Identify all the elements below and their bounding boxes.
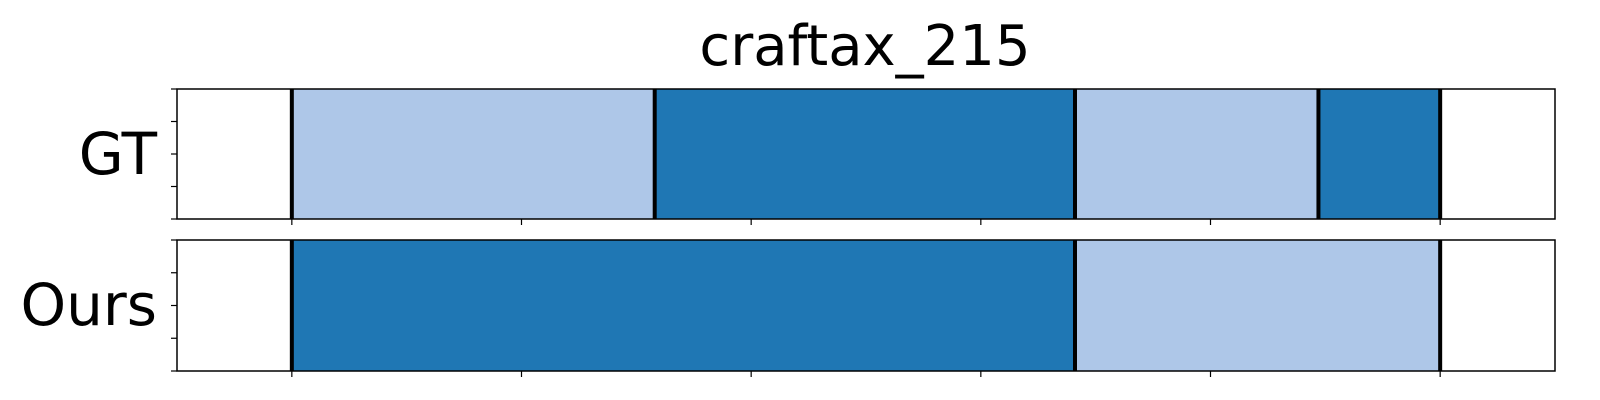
row-label-gt: GT xyxy=(79,120,158,188)
segment-light xyxy=(1074,89,1319,219)
row-gt: GT xyxy=(79,88,1556,225)
segment-light xyxy=(1074,240,1441,371)
rows-layer: GT Ours xyxy=(21,88,1556,377)
row-ours: Ours xyxy=(21,239,1556,377)
segment-dark xyxy=(1318,89,1441,219)
row-label-ours: Ours xyxy=(21,271,157,339)
chart-title: craftax_215 xyxy=(699,14,1030,79)
segment-dark xyxy=(291,240,1075,371)
segment-dark xyxy=(654,89,1075,219)
segment-light xyxy=(291,89,655,219)
